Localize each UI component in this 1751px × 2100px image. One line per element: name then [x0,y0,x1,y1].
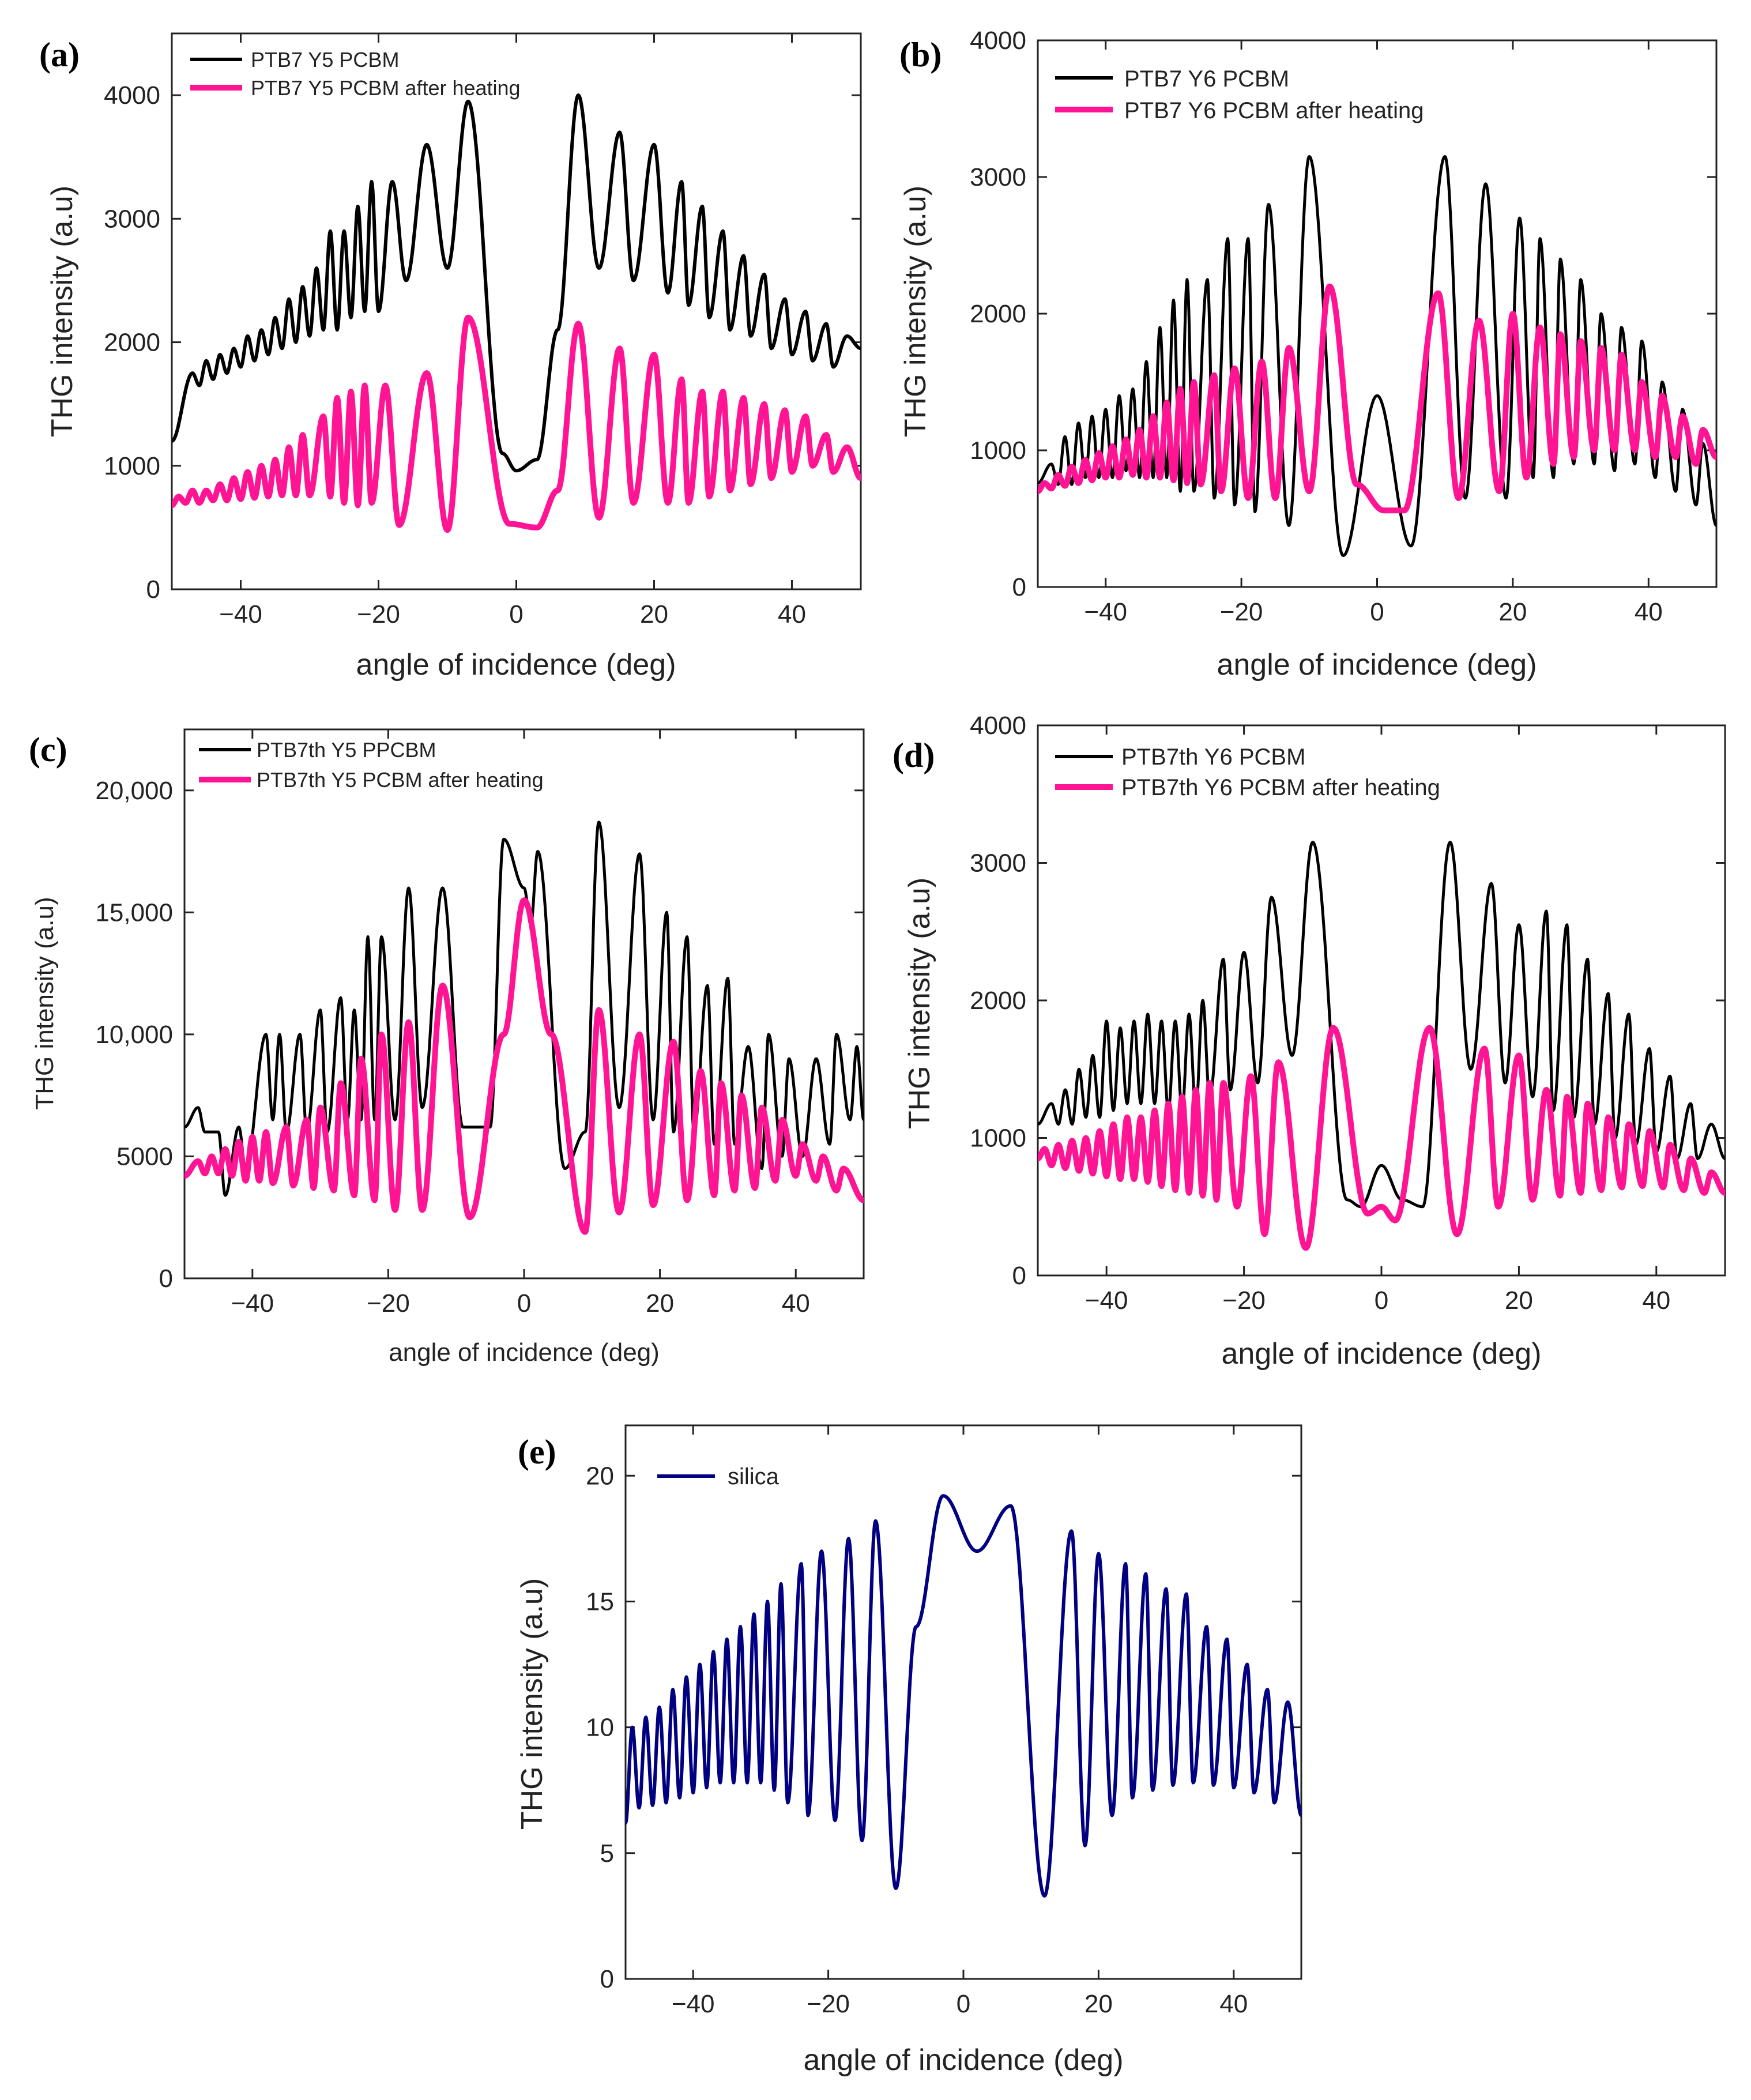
panel-e-series-1-line [626,1494,1301,1898]
panel-b-y-tick-label: 1000 [970,436,1026,465]
panel-c-x-tick-label: 0 [517,1289,531,1318]
panel-e: (e) angle of incidence (deg) THG intensi… [515,1424,1302,2077]
panel-b-series-2-line [1038,283,1716,514]
panel-d-series-2-line [1038,1025,1725,1251]
panel-a-y-tick-label: 0 [146,575,160,604]
panel-c-y-tick-label: 5000 [116,1142,173,1171]
panel-a-x-axis-title: angle of incidence (deg) [356,648,676,682]
panel-a-x-tick-label: 0 [509,600,523,629]
panel-e-y-tick-label: 10 [586,1714,614,1742]
panel-c-legend: PTB7th Y5 PPCBM PTB7th Y5 PCBM after hea… [199,738,544,792]
panel-d-y-tick-label: 1000 [970,1124,1026,1153]
panel-e-x-tick-label: 0 [957,1990,970,2018]
panel-b-x-tick-label: 0 [1370,598,1384,626]
panel-d-letter: (d) [893,736,935,774]
panel-e-y-tick-label: 20 [586,1462,614,1490]
panel-d-legend-label-2: PTB7th Y6 PCBM after heating [1121,775,1440,800]
panel-c: (c) angle of incidence (deg) THG intensi… [29,728,865,1367]
panel-a-letter: (a) [39,36,80,74]
panel-e-legend-label-1: silica [728,1464,780,1489]
panel-c-y-tick-label: 0 [159,1264,173,1293]
panel-d-x-tick-label: 20 [1505,1286,1533,1315]
panel-b-legend-label-1: PTB7 Y6 PCBM [1124,66,1289,92]
panel-c-letter: (c) [29,731,67,769]
panel-e-y-tick-label: 5 [600,1839,614,1868]
panel-d-y-tick-label: 2000 [970,987,1026,1015]
panel-c-frame [183,728,865,1279]
panel-a-y-tick-label: 2000 [104,329,160,357]
panel-e-x-tick-label: 20 [1085,1990,1113,2018]
panel-b-legend-label-2: PTB7 Y6 PCBM after heating [1124,98,1424,123]
panel-e-y-tick-label: 0 [600,1965,614,1993]
panel-a-legend: PTB7 Y5 PCBM PTB7 Y5 PCBM after heating [190,48,521,100]
panel-a-x-tick-label: 40 [778,600,806,629]
panel-e-letter: (e) [518,1433,556,1471]
panel-d-x-tick-label: 40 [1642,1286,1670,1315]
panel-b-legend: PTB7 Y6 PCBM PTB7 Y6 PCBM after heating [1055,66,1424,123]
panel-e-y-tick-label: 15 [586,1587,614,1616]
panel-a-y-tick-label: 1000 [104,452,160,480]
panel-b-y-axis-title: THG intensity (a.u) [899,186,932,437]
panel-a-y-axis-title: THG intensity (a.u) [46,186,79,437]
panel-b-x-tick-label: 40 [1635,598,1663,626]
panel-d-x-tick-label: −40 [1085,1286,1128,1315]
panel-a-x-tick-label: −40 [219,600,262,629]
panel-a-y-tick-label: 3000 [104,205,160,233]
panel-c-y-axis-title: THG intensity (a.u) [31,897,59,1109]
panel-e-legend: silica [657,1464,780,1489]
panel-a: (a) angle of incidence (deg) THG intensi… [39,32,862,682]
panel-c-legend-label-2: PTB7th Y5 PCBM after heating [257,768,544,792]
panel-c-series-1-line [184,821,864,1197]
panel-d-series-1-line [1038,841,1725,1209]
panel-e-x-tick-label: 40 [1219,1990,1248,2018]
panel-d-x-tick-label: −20 [1222,1286,1266,1315]
panel-b-x-axis-title: angle of incidence (deg) [1217,648,1537,682]
panel-a-legend-label-2: PTB7 Y5 PCBM after heating [251,76,521,100]
panel-c-y-tick-label: 20,000 [95,777,173,805]
panel-c-x-axis-title: angle of incidence (deg) [389,1338,660,1367]
panel-d-y-axis-title: THG intensity (a.u) [903,878,936,1129]
panel-c-x-tick-label: 40 [782,1289,810,1318]
panel-c-x-tick-label: −20 [367,1289,410,1318]
panel-b-y-tick-label: 2000 [970,300,1026,328]
panel-d-y-tick-label: 4000 [970,712,1026,740]
panel-e-x-axis-title: angle of incidence (deg) [803,2043,1123,2077]
panel-b-x-tick-label: −40 [1084,598,1127,626]
panel-a-x-tick-label: −20 [357,600,400,629]
panel-a-series-1-line [172,93,861,473]
panel-b-letter: (b) [899,36,942,74]
panel-b-y-tick-label: 4000 [970,27,1026,55]
panel-e-x-tick-label: −40 [672,1990,715,2018]
panel-e-x-tick-label: −20 [807,1990,850,2018]
panel-b-x-tick-label: −20 [1220,598,1263,626]
panel-d-y-tick-label: 0 [1012,1262,1026,1290]
panel-c-x-tick-label: 20 [646,1289,674,1318]
panel-a-x-tick-label: 20 [640,600,668,629]
panel-d-x-axis-title: angle of incidence (deg) [1221,1337,1541,1371]
panel-d-x-tick-label: 0 [1375,1286,1388,1315]
panel-e-y-axis-title: THG intensity (a.u) [515,1578,549,1830]
panel-c-series-2-line [184,897,864,1235]
panel-a-legend-label-1: PTB7 Y5 PCBM [251,48,399,71]
panel-c-x-tick-label: −40 [231,1289,274,1318]
panel-b: (b) angle of incidence (deg) THG intensi… [899,27,1718,682]
panel-d-legend-label-1: PTB7th Y6 PCBM [1121,744,1305,770]
panel-a-series-2-line [172,314,861,533]
panel-d-y-tick-label: 3000 [970,849,1026,878]
panel-b-x-tick-label: 20 [1498,598,1527,626]
panel-b-y-tick-label: 3000 [970,163,1026,191]
panel-d: (d) angle of incidence (deg) THG intensi… [893,712,1726,1371]
panel-c-legend-label-1: PTB7th Y5 PPCBM [257,738,436,762]
panel-c-y-tick-label: 10,000 [95,1021,173,1049]
panel-b-y-tick-label: 0 [1012,573,1026,601]
panel-b-series-1-line [1038,155,1716,557]
panel-a-y-tick-label: 4000 [104,81,160,110]
panel-d-frame [1037,724,1726,1277]
panel-d-legend: PTB7th Y6 PCBM PTB7th Y6 PCBM after heat… [1055,744,1440,800]
panel-c-y-tick-label: 15,000 [95,898,173,927]
